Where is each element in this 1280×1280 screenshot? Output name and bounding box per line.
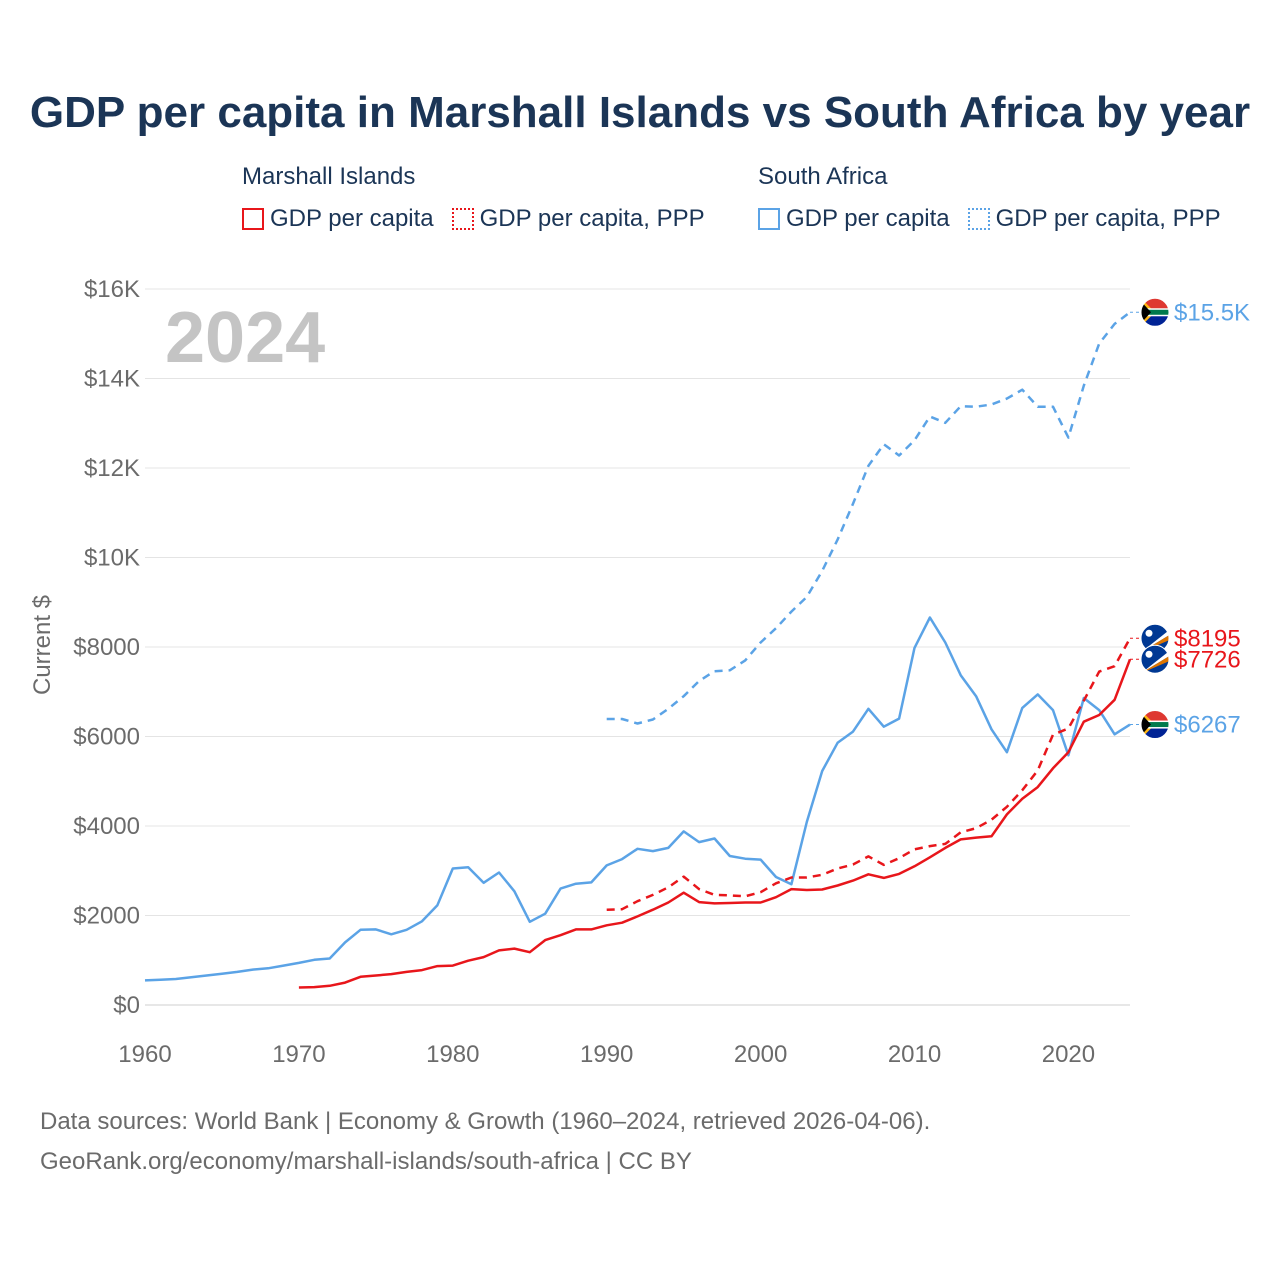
- marshall-islands-flag-icon: [1140, 644, 1170, 674]
- y-tick-label: $4000: [73, 813, 140, 840]
- end-labels: $15.5K $6267 $8195$7726: [1130, 297, 1250, 740]
- x-tick-label: 2010: [888, 1041, 941, 1068]
- legend-swatch-solid: [758, 208, 780, 230]
- footer-url[interactable]: GeoRank.org/economy/marshall-islands/sou…: [40, 1148, 692, 1175]
- y-axis: $0 $2000 $4000 $6000 $8000 $10K $12K $14K $16K: [73, 276, 140, 1019]
- x-tick-label: 2020: [1042, 1041, 1095, 1068]
- grid: [145, 288, 1130, 1006]
- series-layer: [144, 311, 1132, 989]
- end-value-label: $8195: [1174, 625, 1241, 652]
- end-value-label: $6267: [1174, 712, 1241, 739]
- series-line[interactable]: [606, 637, 1132, 911]
- legend-group-marshall-islands: Marshall Islands GDP per capita GDP per …: [242, 163, 705, 233]
- y-tick-label: $6000: [73, 724, 140, 751]
- year-watermark: 2024: [165, 298, 325, 378]
- legend-label: GDP per capita, PPP: [995, 205, 1221, 232]
- y-axis-label: Current $: [29, 595, 56, 695]
- x-tick-label: 1990: [580, 1041, 633, 1068]
- legend-swatch-solid: [242, 208, 264, 230]
- end-value-label: $15.5K: [1174, 299, 1250, 326]
- legend-group-title: South Africa: [758, 163, 888, 190]
- legend-item-za-gdp-ppp[interactable]: GDP per capita, PPP: [967, 205, 1221, 233]
- y-tick-label: $14K: [84, 366, 140, 393]
- y-tick-label: $0: [113, 992, 140, 1019]
- y-tick-label: $10K: [84, 545, 140, 572]
- series-line[interactable]: [144, 616, 1131, 982]
- series-line[interactable]: [606, 311, 1131, 725]
- legend-item-mh-gdp[interactable]: GDP per capita: [242, 205, 434, 233]
- end-value-label: $7726: [1174, 646, 1241, 673]
- legend-label: GDP per capita: [786, 205, 950, 232]
- y-tick-label: $16K: [84, 276, 140, 303]
- x-tick-label: 2000: [734, 1041, 787, 1068]
- south-africa-flag-icon: [1140, 297, 1170, 327]
- line-chart: $0 $2000 $4000 $6000 $8000 $10K $12K $14K $16K 1…: [29, 276, 1250, 1068]
- legend-item-za-gdp[interactable]: GDP per capita: [758, 205, 950, 233]
- y-tick-label: $12K: [84, 455, 140, 482]
- legend-swatch-dotted: [967, 208, 990, 230]
- x-tick-label: 1960: [118, 1041, 171, 1068]
- x-tick-label: 1970: [272, 1041, 325, 1068]
- x-axis: 1960 1970 1980 1990 2000 2010 2020: [118, 1041, 1095, 1068]
- legend-swatch-dotted: [451, 208, 474, 230]
- legend-item-mh-gdp-ppp[interactable]: GDP per capita, PPP: [451, 205, 705, 233]
- series-line[interactable]: [298, 658, 1132, 989]
- south-africa-flag-icon: [1140, 710, 1170, 740]
- x-tick-label: 1980: [426, 1041, 479, 1068]
- y-tick-label: $8000: [73, 634, 140, 661]
- legend-label: GDP per capita: [270, 205, 434, 232]
- legend-group-title: Marshall Islands: [242, 163, 416, 190]
- chart-title: GDP per capita in Marshall Islands vs So…: [29, 88, 1251, 137]
- legend-label: GDP per capita, PPP: [479, 205, 705, 232]
- y-tick-label: $2000: [73, 903, 140, 930]
- footer-source: Data sources: World Bank | Economy & Gro…: [40, 1108, 931, 1135]
- legend-group-south-africa: South Africa GDP per capita GDP per capi…: [758, 163, 1221, 233]
